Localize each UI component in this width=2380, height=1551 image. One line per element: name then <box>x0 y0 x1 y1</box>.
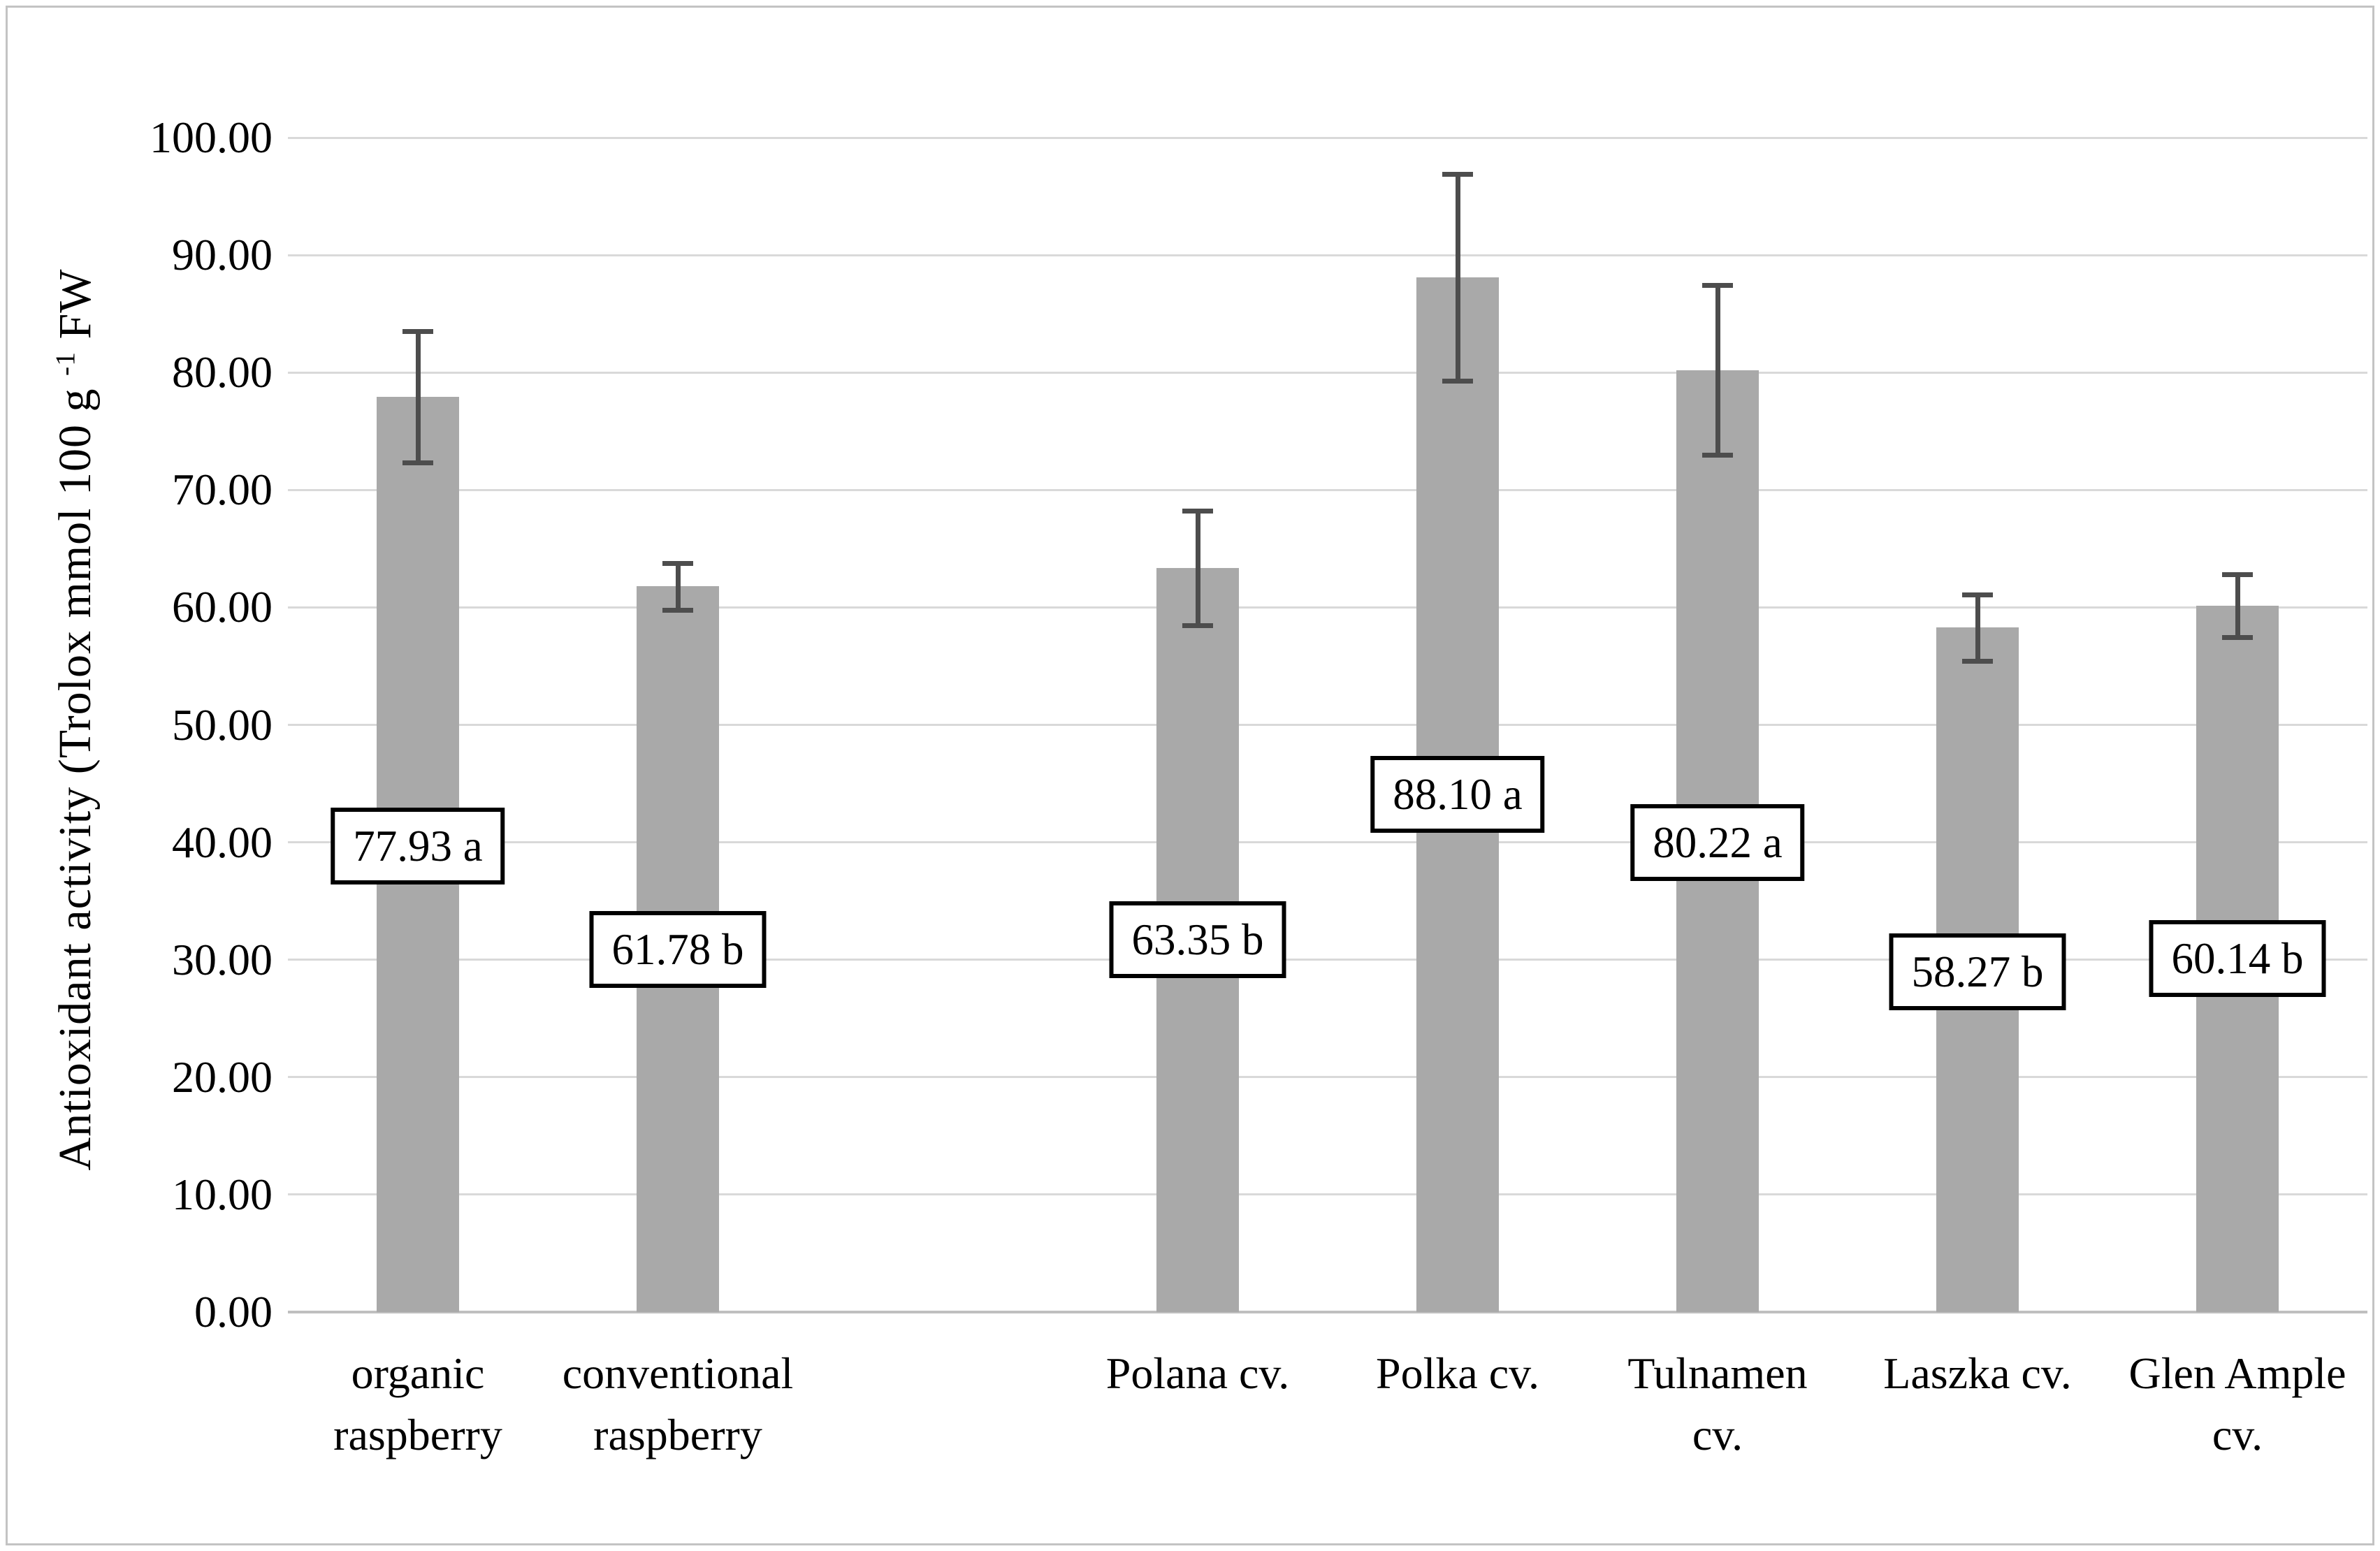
gridline <box>288 959 2367 961</box>
y-tick-label: 50.00 <box>172 699 273 750</box>
error-bar-top-cap <box>1962 592 1993 598</box>
error-bar-top-cap <box>1182 508 1213 514</box>
error-bar-bottom-cap <box>402 460 433 466</box>
data-label: 58.27 b <box>1889 933 2066 1010</box>
error-bar-bottom-cap <box>2222 635 2253 641</box>
gridline <box>288 841 2367 844</box>
error-bar-bottom-cap <box>1182 623 1213 629</box>
error-bar-line <box>675 562 681 611</box>
error-bar-top-cap <box>402 328 433 334</box>
y-tick-label: 80.00 <box>172 347 273 398</box>
error-bar-line <box>415 330 421 463</box>
error-bar-line <box>1715 285 1720 455</box>
gridline <box>288 254 2367 256</box>
gridline <box>288 606 2367 609</box>
error-bar-bottom-cap <box>1442 378 1473 384</box>
x-category-label: Laszka cv. <box>1883 1348 2072 1398</box>
error-bar-bottom-cap <box>1962 658 1993 664</box>
x-category-label: Polana cv. <box>1105 1348 1290 1398</box>
error-bar-line <box>1975 595 1980 661</box>
data-label: 80.22 a <box>1630 803 1805 881</box>
y-tick-label: 0.00 <box>194 1287 273 1337</box>
data-label: 88.10 a <box>1370 755 1545 833</box>
y-tick-label: 100.00 <box>150 112 273 162</box>
gridline <box>288 488 2367 491</box>
x-category-label: Polka cv. <box>1375 1348 1540 1398</box>
error-bar-line <box>1195 510 1200 626</box>
gridline <box>288 1193 2367 1196</box>
x-axis-line <box>288 1311 2367 1313</box>
data-label: 60.14 b <box>2149 920 2326 998</box>
data-label: 63.35 b <box>1109 901 1286 979</box>
y-tick-label: 90.00 <box>172 230 273 280</box>
x-category-label: Tulnamen cv. <box>1627 1348 1808 1459</box>
y-tick-label: 20.00 <box>172 1051 273 1102</box>
x-category-label: conventional raspberry <box>562 1348 794 1459</box>
error-bar-top-cap <box>662 560 693 566</box>
error-bar-top-cap <box>1442 172 1473 177</box>
gridline <box>288 136 2367 139</box>
y-tick-label: 60.00 <box>172 582 273 632</box>
x-category-label: organic raspberry <box>333 1348 502 1459</box>
data-label: 61.78 b <box>589 910 767 988</box>
error-bar-bottom-cap <box>662 608 693 613</box>
y-tick-label: 30.00 <box>172 934 273 984</box>
gridline <box>288 1076 2367 1079</box>
y-tick-label: 10.00 <box>172 1169 273 1219</box>
y-tick-label: 40.00 <box>172 817 273 867</box>
error-bar-line <box>2235 574 2240 638</box>
error-bar-top-cap <box>2222 571 2253 577</box>
error-bar-line <box>1455 174 1460 381</box>
gridline <box>288 371 2367 374</box>
error-bar-bottom-cap <box>1702 452 1733 458</box>
y-tick-label: 70.00 <box>172 465 273 515</box>
data-label: 77.93 a <box>331 807 505 884</box>
x-category-label: Glen Ample cv. <box>2128 1348 2346 1459</box>
error-bar-top-cap <box>1702 283 1733 289</box>
gridline <box>288 724 2367 726</box>
